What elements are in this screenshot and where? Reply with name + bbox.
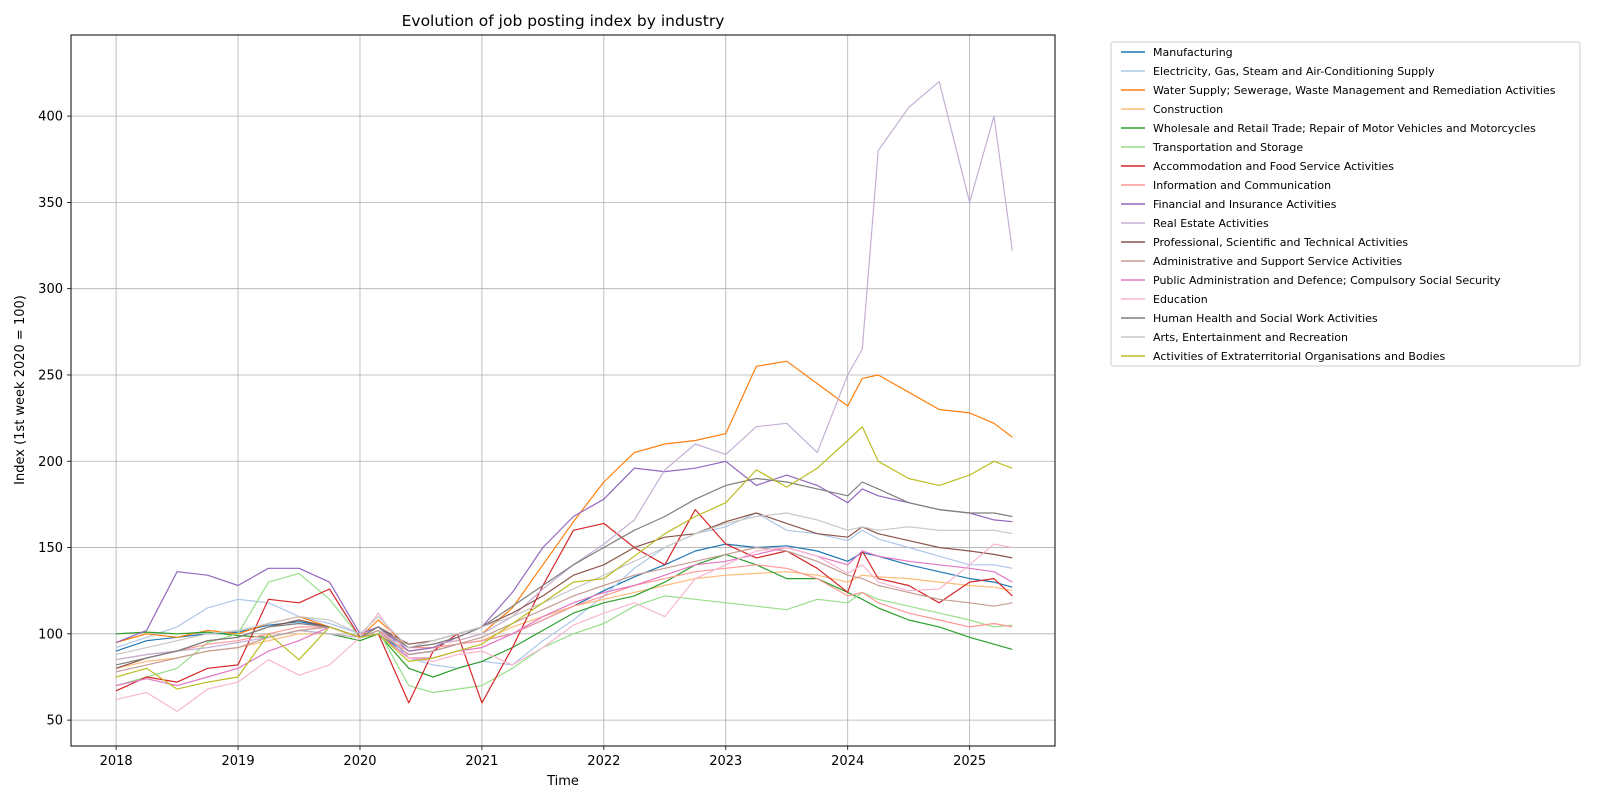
- series-line-4: [115, 571, 1013, 669]
- series-line-12: [115, 546, 1013, 673]
- series-line-15: [115, 477, 1013, 666]
- series-lines: [115, 80, 1013, 713]
- plot-frame: [70, 34, 1056, 747]
- legend-label: Public Administration and Defence; Compu…: [1153, 274, 1501, 287]
- legend-label: Transportation and Storage: [1152, 141, 1303, 154]
- legend-label: Manufacturing: [1153, 46, 1233, 59]
- series-line-9: [115, 460, 1013, 652]
- x-tick-label: 2019: [222, 754, 255, 769]
- chart-title: Evolution of job posting index by indust…: [402, 12, 725, 30]
- series-line-7: [115, 509, 1013, 704]
- y-tick-label: 400: [38, 110, 63, 125]
- x-axis-label: Time: [546, 774, 579, 789]
- y-axis: 50 100 150 200 250 300 350 400: [38, 110, 71, 729]
- grid-lines: [71, 35, 1055, 746]
- legend-label: Real Estate Activities: [1153, 217, 1269, 230]
- legend-label: Professional, Scientific and Technical A…: [1153, 236, 1408, 249]
- legend-label: Activities of Extraterritorial Organisat…: [1153, 350, 1445, 363]
- legend-label: Administrative and Support Service Activ…: [1153, 255, 1402, 268]
- x-tick-label: 2025: [953, 754, 986, 769]
- series-line-14: [115, 543, 1013, 713]
- x-tick-label: 2020: [343, 754, 376, 769]
- x-tick-label: 2018: [100, 754, 133, 769]
- series-line-13: [115, 546, 1013, 687]
- legend-label: Financial and Insurance Activities: [1153, 198, 1337, 211]
- legend-label: Water Supply; Sewerage, Waste Management…: [1153, 84, 1556, 97]
- y-tick-label: 300: [38, 282, 63, 297]
- x-tick-label: 2024: [831, 754, 864, 769]
- series-line-16: [115, 512, 1013, 656]
- legend-label: Human Health and Social Work Activities: [1153, 312, 1378, 325]
- y-axis-label: Index (1st week 2020 = 100): [13, 295, 28, 485]
- legend-label: Construction: [1153, 103, 1223, 116]
- x-axis: 2018 2019 2020 2021 2022 2023 2024 2025: [100, 746, 986, 769]
- legend-label: Arts, Entertainment and Recreation: [1153, 331, 1348, 344]
- x-tick-label: 2022: [587, 754, 620, 769]
- y-tick-label: 250: [38, 368, 63, 383]
- y-tick-label: 200: [38, 455, 63, 470]
- legend: Manufacturing Electricity, Gas, Steam and…: [1110, 41, 1581, 367]
- y-tick-label: 50: [46, 714, 63, 729]
- series-line-11: [115, 512, 1013, 669]
- series-line-8: [115, 564, 1013, 661]
- series-line-3: [115, 360, 1013, 649]
- y-tick-label: 150: [38, 541, 63, 556]
- legend-label: Information and Communication: [1153, 179, 1331, 192]
- x-tick-label: 2021: [465, 754, 498, 769]
- legend-label: Accommodation and Food Service Activitie…: [1153, 160, 1394, 173]
- series-line-6: [115, 572, 1013, 694]
- series-line-10: [115, 80, 1013, 661]
- legend-label: Electricity, Gas, Steam and Air-Conditio…: [1153, 65, 1435, 78]
- y-tick-label: 350: [38, 196, 63, 211]
- legend-label: Wholesale and Retail Trade; Repair of Mo…: [1153, 122, 1536, 135]
- series-line-17: [115, 426, 1013, 690]
- legend-box: [1110, 41, 1581, 367]
- y-tick-label: 100: [38, 627, 63, 642]
- x-tick-label: 2023: [709, 754, 742, 769]
- series-line-2: [115, 512, 1013, 669]
- legend-label: Education: [1153, 293, 1208, 306]
